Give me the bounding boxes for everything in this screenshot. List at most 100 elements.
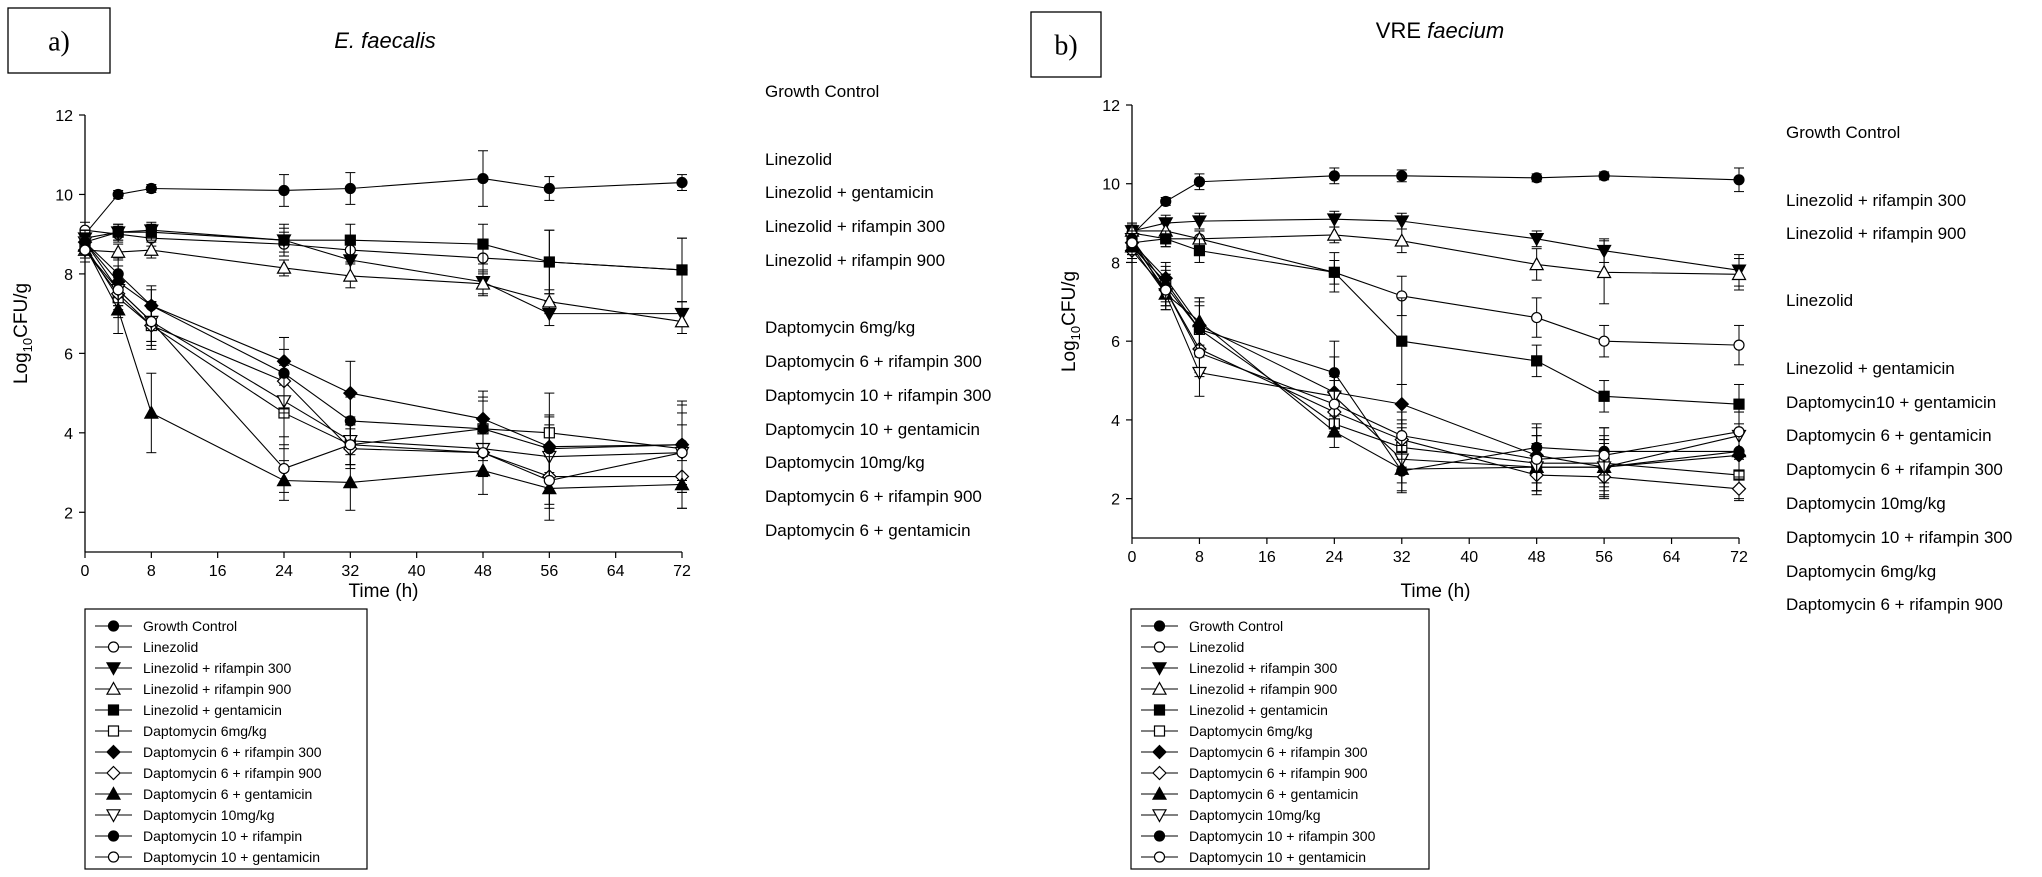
legend-marker — [105, 662, 122, 676]
right-label-daptomycin-6mg-kg: Daptomycin 6mg/kg — [765, 318, 915, 337]
series-line — [84, 229, 682, 315]
data-point — [344, 234, 356, 246]
series-line — [1131, 250, 1740, 490]
y-tick-label: 12 — [55, 108, 73, 125]
data-point — [1193, 245, 1206, 257]
data-point — [112, 226, 124, 238]
series-growth-control — [1126, 167, 1745, 241]
legend-entry-daptomycin-10-gentamicin: Daptomycin 10 + gentamicin — [1141, 849, 1366, 865]
series-daptomycin-6-rifampin-300 — [1124, 230, 1747, 500]
data-point — [1733, 398, 1745, 410]
data-point — [1394, 215, 1410, 229]
series-daptomycin-6-rifampin-900 — [77, 237, 690, 509]
data-point — [145, 182, 157, 195]
data-point — [143, 242, 159, 256]
legend-label: Growth Control — [143, 618, 237, 634]
legend-entry-linezolid-gentamicin: Linezolid + gentamicin — [95, 702, 282, 718]
legend-marker — [1152, 744, 1167, 760]
series-line — [84, 249, 683, 323]
series-line — [1131, 238, 1740, 405]
series-daptomycin-10-gentamicin — [1126, 230, 1745, 484]
y-tick-label: 6 — [1111, 334, 1120, 351]
data-point — [1160, 233, 1172, 245]
right-label-daptomycin-6-rifampin-300: Daptomycin 6 + rifampin 300 — [1786, 460, 2003, 479]
x-tick-label: 40 — [408, 563, 426, 580]
legend-label: Daptomycin 6 + gentamicin — [143, 786, 312, 802]
series-line — [84, 231, 683, 271]
data-point — [278, 184, 290, 197]
legend: Growth Control Linezolid Linezolid + rifam… — [1130, 608, 1430, 870]
series-line — [1131, 246, 1740, 476]
data-point — [1396, 170, 1408, 182]
x-tick-label: 32 — [1393, 549, 1411, 566]
legend-entry-daptomycin-6-gentamicin: Daptomycin 6 + gentamicin — [1141, 786, 1358, 802]
series-line — [84, 245, 683, 489]
data-point — [1328, 266, 1340, 278]
data-point — [477, 172, 489, 185]
data-point — [1191, 215, 1207, 229]
legend-label: Daptomycin 6mg/kg — [143, 723, 267, 739]
series-linezolid-gentamicin — [1126, 230, 1745, 425]
legend-label: Daptomycin 10 + rifampin — [143, 828, 302, 844]
legend-label: Linezolid + rifampin 300 — [1189, 660, 1337, 676]
data-point — [543, 182, 555, 195]
data-point — [1531, 355, 1543, 367]
x-tick-label: 32 — [341, 563, 359, 580]
right-label-linezolid-rifampin-300: Linezolid + rifampin 300 — [765, 217, 945, 236]
data-point — [475, 276, 491, 290]
panel-label: a) — [48, 27, 70, 58]
data-point — [541, 293, 557, 308]
y-axis-label-subscript: 10 — [20, 338, 35, 352]
chart-title: E. faecalis — [334, 28, 436, 53]
y-axis-label-log: Log — [11, 352, 32, 384]
series-line — [1131, 246, 1740, 470]
y-axis-label: Log10CFU/g — [1059, 271, 1083, 372]
legend-label: Daptomycin 6 + rifampin 900 — [1189, 765, 1368, 781]
data-point — [1326, 213, 1342, 227]
right-label-daptomycin-10-gentamicin: Daptomycin 10 + gentamicin — [765, 420, 980, 439]
data-point — [1326, 227, 1342, 241]
x-axis-label: Time (h) — [348, 581, 418, 602]
legend-marker — [1151, 809, 1168, 823]
x-tick-label: 0 — [1128, 549, 1137, 566]
legend-entry-linezolid-gentamicin: Linezolid + gentamicin — [1141, 702, 1328, 718]
series-line — [1131, 238, 1740, 468]
data-point — [1328, 170, 1340, 182]
legend-entry-linezolid-rifampin-300: Linezolid + rifampin 300 — [95, 660, 291, 676]
data-point — [477, 447, 489, 459]
legend-marker — [1151, 786, 1168, 800]
legend-marker — [1152, 765, 1167, 781]
series-line — [1131, 238, 1739, 472]
y-axis-label: Log10CFU/g — [11, 283, 35, 384]
series-daptomycin-6mg-kg — [1126, 234, 1745, 500]
data-point — [1160, 195, 1172, 208]
legend-entry-daptomycin-10mg-kg: Daptomycin 10mg/kg — [1141, 807, 1321, 823]
legend-marker — [106, 765, 121, 781]
y-tick-label: 6 — [64, 346, 73, 363]
data-point — [1396, 430, 1408, 442]
right-label-daptomycin10-gentamicin: Daptomycin10 + gentamicin — [1786, 393, 1996, 412]
legend-marker — [1153, 620, 1166, 632]
data-point — [676, 176, 688, 189]
y-axis-label-log: Log — [1059, 340, 1080, 372]
y-tick-label: 4 — [64, 426, 73, 443]
data-point — [1733, 426, 1745, 438]
legend-box — [1130, 608, 1430, 870]
y-axis-label-subscript: 10 — [1068, 326, 1083, 340]
x-tick-label: 72 — [1730, 549, 1748, 566]
series-linezolid-rifampin-900 — [1124, 222, 1747, 305]
data-point — [543, 474, 555, 487]
legend-label: Linezolid — [1189, 639, 1244, 655]
legend-entry-linezolid: Linezolid — [1141, 639, 1244, 655]
chart-title-italic: faecium — [1427, 18, 1504, 43]
right-label-linezolid-rifampin-900: Linezolid + rifampin 900 — [765, 251, 945, 270]
x-tick-label: 8 — [147, 563, 156, 580]
legend-label: Daptomycin 10 + gentamicin — [143, 849, 320, 865]
x-tick-label: 48 — [474, 563, 492, 580]
right-label-daptomycin-10mg-kg: Daptomycin 10mg/kg — [1786, 494, 1946, 513]
data-point — [543, 443, 555, 455]
series-line — [1132, 230, 1740, 275]
x-tick-label: 8 — [1195, 549, 1204, 566]
series-growth-control — [79, 150, 688, 240]
data-point — [112, 284, 124, 296]
